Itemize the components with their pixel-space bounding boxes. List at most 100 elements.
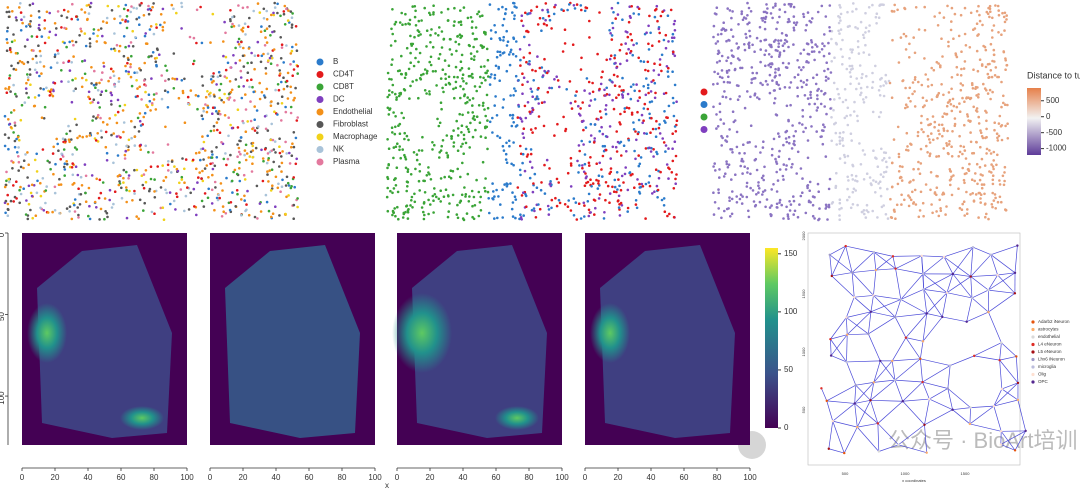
cell-dot xyxy=(951,97,955,101)
cell-dot xyxy=(71,153,74,156)
cell-dot xyxy=(292,60,296,63)
cell-dot xyxy=(425,29,429,32)
cell-dot xyxy=(592,141,596,144)
cell-dot xyxy=(990,163,993,166)
cell-dot xyxy=(823,33,826,36)
cell-dot xyxy=(220,98,223,102)
cell-dot xyxy=(124,69,128,73)
edge xyxy=(894,380,904,402)
cell-dot xyxy=(785,205,788,209)
cell-dot xyxy=(745,36,748,39)
cell-dot xyxy=(43,19,47,22)
legend-swatch xyxy=(316,108,324,116)
cell-dot xyxy=(122,54,126,58)
cell-dot xyxy=(997,134,1001,138)
cell-dot xyxy=(75,15,78,18)
cell-dot xyxy=(164,79,167,83)
cell-dot xyxy=(279,14,282,18)
cell-dot xyxy=(286,181,290,185)
cell-dot xyxy=(774,71,777,74)
cell-dot xyxy=(267,209,271,213)
cell-dot xyxy=(977,216,980,219)
cell-dot xyxy=(566,205,570,208)
cell-dot xyxy=(287,194,290,197)
cell-dot xyxy=(276,102,280,105)
cell-dot xyxy=(930,203,933,206)
node xyxy=(872,250,876,254)
cell-dot xyxy=(207,156,210,159)
cell-dot xyxy=(778,201,781,204)
cell-dot xyxy=(39,60,42,64)
cell-dot xyxy=(631,172,634,176)
cell-dot xyxy=(959,88,963,92)
cell-dot xyxy=(863,212,866,216)
cell-dot xyxy=(289,10,293,13)
cell-dot xyxy=(580,8,583,12)
cell-dot xyxy=(290,154,294,157)
cell-dot xyxy=(450,135,453,138)
cell-dot xyxy=(838,131,842,135)
cell-dot xyxy=(486,190,490,194)
cell-dot xyxy=(235,189,239,192)
cell-dot xyxy=(477,10,481,13)
cell-dot xyxy=(27,202,31,206)
cell-dot xyxy=(809,115,812,119)
edge xyxy=(974,342,1002,357)
cell-dot xyxy=(98,218,101,221)
edge xyxy=(999,342,1002,361)
cell-dot xyxy=(282,10,286,13)
x-axis-label: x xyxy=(385,481,389,490)
cell-dot xyxy=(838,16,842,19)
cell-dot xyxy=(787,217,790,220)
cell-dot xyxy=(977,4,980,8)
cell-dot xyxy=(712,35,715,39)
cell-dot xyxy=(482,101,485,105)
cell-dot xyxy=(100,90,104,93)
edge xyxy=(1001,388,1019,401)
cell-dot xyxy=(71,173,75,177)
cell-dot xyxy=(17,160,21,164)
cell-dot xyxy=(124,64,127,68)
cell-dot xyxy=(268,169,272,172)
cell-dot xyxy=(400,111,404,115)
cell-dot xyxy=(471,32,475,35)
cell-dot xyxy=(195,8,199,12)
cell-dot xyxy=(427,212,430,216)
cell-dot xyxy=(453,6,456,10)
cell-dot xyxy=(175,195,179,199)
cell-dot xyxy=(925,144,928,148)
cell-dot xyxy=(440,107,443,111)
cell-dot xyxy=(28,22,32,26)
cell-dot xyxy=(250,170,254,173)
edge xyxy=(988,293,1016,313)
cell-dot xyxy=(125,144,128,148)
cell-dot xyxy=(979,197,982,200)
edge xyxy=(990,254,998,276)
cell-dot xyxy=(58,177,61,181)
cell-dot xyxy=(913,188,917,192)
cell-dot xyxy=(276,186,280,190)
cell-dot xyxy=(484,136,487,139)
edge xyxy=(970,276,989,291)
cell-dot xyxy=(768,91,772,95)
cell-dot xyxy=(675,100,678,103)
cell-dot xyxy=(97,28,100,32)
cell-dot xyxy=(796,94,799,98)
cell-dot xyxy=(112,132,115,135)
cell-dot xyxy=(493,73,497,77)
cell-dot xyxy=(7,15,11,19)
cell-dot xyxy=(882,94,886,98)
cell-dot xyxy=(994,207,997,210)
cell-dot xyxy=(144,32,147,35)
cell-dot xyxy=(405,46,409,50)
cell-dot xyxy=(218,131,222,134)
cell-dot xyxy=(713,201,717,204)
cell-dot xyxy=(977,122,981,125)
cell-dot xyxy=(792,28,796,32)
cell-dot xyxy=(150,77,153,80)
cell-dot xyxy=(755,168,759,172)
cell-dot xyxy=(781,61,785,65)
cell-dot xyxy=(887,79,891,83)
cell-dot xyxy=(807,61,810,64)
cell-dot xyxy=(7,10,11,14)
